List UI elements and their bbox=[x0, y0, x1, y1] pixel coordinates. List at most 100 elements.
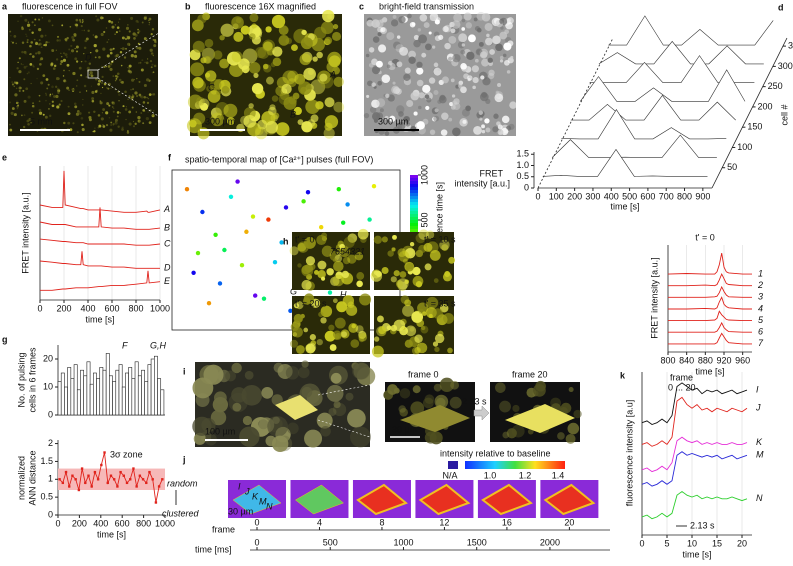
cell-speck bbox=[68, 48, 71, 51]
cell-speck bbox=[10, 111, 14, 115]
data-point bbox=[161, 478, 164, 481]
cell-speck bbox=[190, 62, 205, 77]
cell-label: M bbox=[259, 496, 267, 506]
x-tick-label: 840 bbox=[679, 355, 694, 365]
cell-speck bbox=[121, 47, 125, 51]
cell-speck bbox=[285, 366, 300, 380]
x-tick-label: 800 bbox=[677, 191, 692, 201]
cell-speck bbox=[88, 115, 92, 120]
cell-speck bbox=[324, 115, 339, 129]
cell-speck bbox=[139, 95, 142, 98]
data-point bbox=[90, 485, 93, 488]
cell-speck bbox=[15, 87, 18, 90]
pulse-dot bbox=[244, 229, 249, 234]
cell-speck bbox=[128, 30, 131, 33]
cell-speck bbox=[64, 38, 68, 41]
cell-speck bbox=[9, 123, 11, 126]
scale-label: 5 mm bbox=[30, 116, 53, 126]
cell-speck bbox=[103, 30, 106, 34]
cell-speck bbox=[121, 126, 124, 129]
cell-speck bbox=[40, 46, 43, 49]
y-tick-label: 0 bbox=[48, 409, 53, 419]
y-tick-label: 0.5 bbox=[40, 492, 53, 502]
pulse-dot bbox=[319, 225, 324, 230]
cell-speck bbox=[80, 60, 83, 63]
data-point bbox=[93, 470, 97, 474]
cell-speck bbox=[116, 72, 120, 76]
cell-speck bbox=[61, 24, 64, 27]
cell-speck bbox=[457, 41, 465, 49]
cell-label: N bbox=[266, 501, 273, 511]
cell-speck bbox=[365, 53, 370, 58]
z-tick-label: 350 bbox=[788, 40, 793, 50]
x-tick-label: 20 bbox=[737, 538, 747, 548]
panel-letter: g bbox=[2, 334, 8, 344]
cell-speck bbox=[241, 65, 250, 74]
cell-speck bbox=[391, 85, 400, 94]
cell-speck bbox=[318, 311, 324, 318]
cell-speck bbox=[40, 81, 44, 85]
colorbar-label: occurrence time [s] bbox=[434, 182, 444, 258]
cell-speck bbox=[47, 19, 51, 23]
cell-speck bbox=[9, 101, 12, 104]
cell-speck bbox=[105, 111, 109, 115]
cell-speck bbox=[11, 81, 13, 83]
cell-speck bbox=[345, 392, 354, 401]
cell-speck bbox=[27, 122, 30, 126]
data-point bbox=[141, 478, 145, 481]
histogram-bar bbox=[70, 378, 75, 416]
cell-speck bbox=[146, 78, 150, 82]
pulse-dot bbox=[235, 179, 240, 184]
cell-speck bbox=[10, 40, 12, 43]
cell-speck bbox=[333, 260, 344, 272]
pulse-dot bbox=[200, 209, 205, 215]
cell-speck bbox=[399, 271, 407, 278]
cell-speck bbox=[15, 81, 19, 85]
cell-speck bbox=[368, 62, 374, 68]
cell-speck bbox=[377, 315, 384, 323]
cell-speck bbox=[140, 112, 143, 114]
cell-speck bbox=[152, 93, 156, 96]
cell-speck bbox=[127, 130, 129, 132]
pulse-dot bbox=[283, 205, 289, 210]
panel-caption: fluorescence in full FOV bbox=[22, 1, 118, 11]
cell-speck bbox=[192, 40, 205, 53]
cell-speck bbox=[451, 100, 458, 106]
x2-tick-label: 0 bbox=[254, 537, 259, 547]
colorbar-label: 1.4 bbox=[552, 470, 565, 480]
cell-speck bbox=[453, 13, 463, 23]
cell-speck bbox=[402, 304, 414, 317]
data-point bbox=[148, 470, 151, 474]
cell-speck bbox=[56, 105, 60, 109]
cell-speck bbox=[262, 63, 269, 70]
cell-speck bbox=[127, 67, 129, 69]
cell-speck bbox=[405, 121, 411, 127]
cell-speck bbox=[21, 26, 24, 29]
y-tick-label: 1.0 bbox=[516, 160, 529, 170]
cell-speck bbox=[37, 43, 40, 46]
cell-speck bbox=[143, 95, 147, 99]
histogram-bar bbox=[134, 361, 139, 416]
cell-speck bbox=[75, 23, 79, 27]
cell-speck bbox=[480, 75, 485, 80]
cell-speck bbox=[110, 121, 113, 124]
cell-speck bbox=[101, 86, 104, 89]
pulse-dot bbox=[305, 190, 311, 195]
cell-speck bbox=[328, 324, 335, 331]
x-tick-label: 15 bbox=[712, 538, 722, 548]
cell-speck bbox=[29, 44, 32, 48]
cell-speck bbox=[294, 73, 306, 85]
cell-speck bbox=[403, 73, 411, 81]
cell-speck bbox=[73, 102, 77, 106]
cell-speck bbox=[458, 33, 468, 43]
cell-speck bbox=[66, 63, 70, 67]
series-label: D bbox=[164, 263, 171, 273]
cell-speck bbox=[152, 54, 155, 57]
cell-speck bbox=[506, 17, 514, 25]
y-axis-label: intensity [a.u.] bbox=[454, 178, 510, 188]
cell-speck bbox=[103, 65, 106, 69]
pulse-dot bbox=[336, 187, 341, 192]
cell-speck bbox=[438, 95, 447, 104]
histogram-bar bbox=[96, 378, 101, 416]
ratio-cell bbox=[356, 483, 408, 516]
